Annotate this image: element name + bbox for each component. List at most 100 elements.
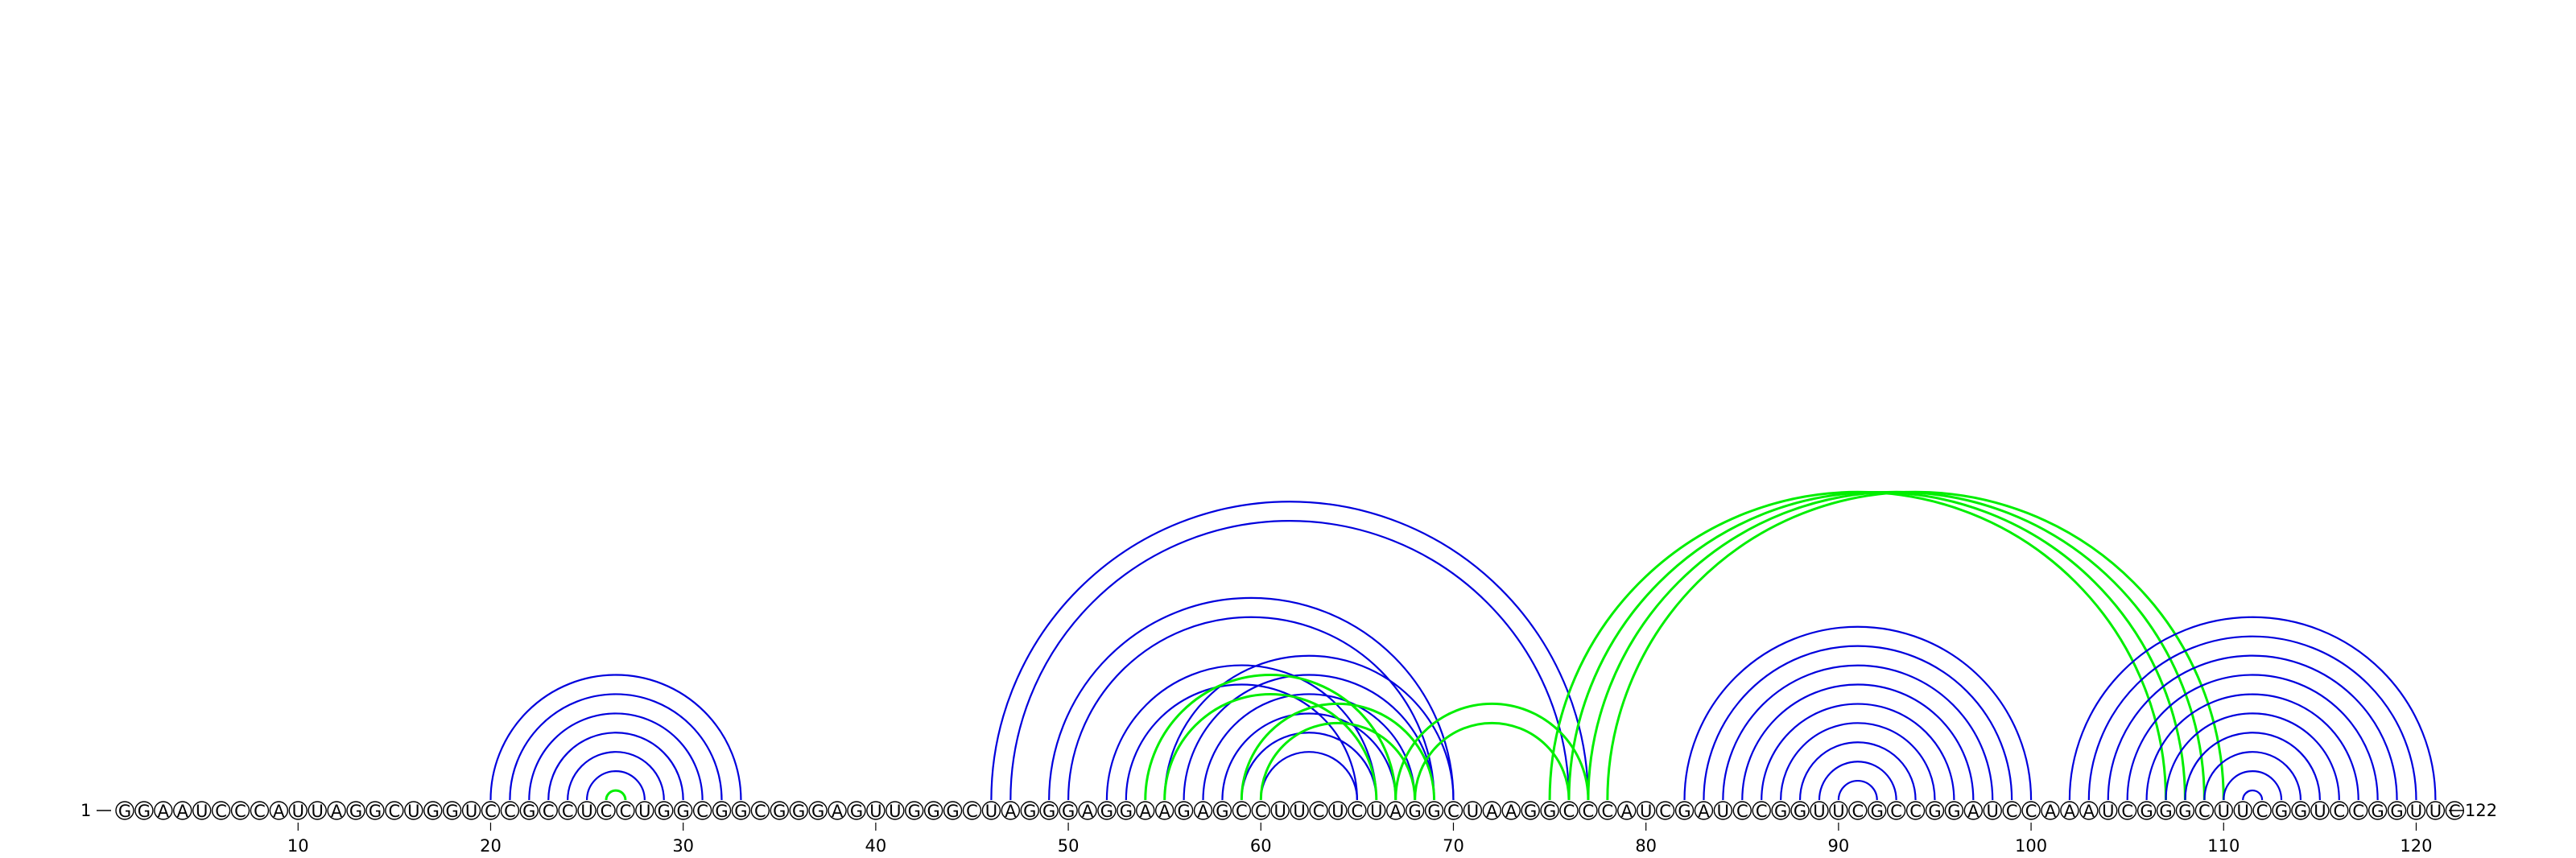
nucleotide-circle — [789, 801, 808, 820]
nucleotide-letter: C — [2198, 802, 2211, 821]
nucleotide-9: A — [269, 801, 289, 821]
base-pair-arc-55-66 — [1163, 692, 1378, 801]
nucleotide-circle — [2175, 801, 2195, 820]
nucleotide-letter: U — [1293, 802, 1305, 821]
nucleotide-81: C — [1655, 801, 1675, 821]
nucleotide-letter: U — [1370, 802, 1382, 821]
nucleotide-98: U — [1983, 801, 2002, 821]
base-pair-arc-23-30 — [547, 732, 684, 801]
nucleotide-letter: C — [1313, 802, 1325, 821]
base-pair-arc-85-97 — [1741, 683, 1975, 801]
tick-label-10: 10 — [287, 836, 309, 856]
nucleotide-circle — [539, 801, 558, 820]
nucleotide-circle — [385, 801, 404, 820]
nucleotide-55: A — [1154, 801, 1174, 821]
nucleotide-102: A — [2060, 801, 2079, 821]
nucleotide-3: A — [154, 801, 173, 821]
nucleotide-circle — [2330, 801, 2349, 820]
nucleotide-circle — [1424, 801, 1444, 820]
nucleotide-56: G — [1174, 801, 1194, 821]
nucleotide-95: G — [1925, 801, 1945, 821]
nucleotide-72: A — [1482, 801, 1502, 821]
nucleotide-letter: G — [792, 802, 805, 821]
nucleotide-44: G — [943, 801, 963, 821]
nucleotide-circle — [558, 801, 577, 820]
nucleotide-2: G — [134, 801, 154, 821]
nucleotide-22: G — [519, 801, 539, 821]
nucleotide-108: G — [2175, 801, 2195, 821]
nucleotide-letter: A — [1197, 802, 1209, 821]
nucleotide-letter: U — [465, 802, 477, 821]
nucleotide-86: C — [1752, 801, 1771, 821]
nucleotide-letter: G — [445, 802, 458, 821]
nucleotide-32: G — [712, 801, 732, 821]
nucleotide-circle — [1212, 801, 1232, 820]
base-pair-arc-60-68 — [1259, 721, 1417, 801]
nucleotide-122: C — [2445, 801, 2465, 821]
base-pair-arc-50-69 — [1067, 616, 1435, 801]
base-pair-arc-111-112 — [2242, 789, 2264, 801]
nucleotide-39: G — [847, 801, 866, 821]
tick-label-30: 30 — [672, 836, 694, 856]
nucleotide-115: U — [2310, 801, 2330, 821]
nucleotide-letter: U — [1274, 802, 1286, 821]
nucleotide-27: C — [616, 801, 635, 821]
nucleotide-circle — [404, 801, 423, 820]
nucleotide-letter: C — [2006, 802, 2018, 821]
nucleotide-circle — [654, 801, 674, 820]
base-pair-arc-109-114 — [2203, 751, 2302, 801]
nucleotide-circle — [1790, 801, 1810, 820]
nucleotide-letter: G — [1794, 802, 1806, 821]
base-pair-arc-59-69 — [1240, 702, 1436, 801]
nucleotide-circle — [2156, 801, 2176, 820]
nucleotide-letter: C — [1255, 802, 1267, 821]
nucleotide-letter: G — [1524, 802, 1537, 821]
base-pair-arc-56-69 — [1183, 674, 1435, 801]
nucleotide-circle — [154, 801, 173, 820]
nucleotide-letter: G — [427, 802, 440, 821]
nucleotide-letter: A — [2045, 802, 2057, 821]
nucleotide-80: U — [1636, 801, 1656, 821]
nucleotide-120: U — [2406, 801, 2426, 821]
nucleotide-94: C — [1905, 801, 1926, 821]
base-pair-arc-84-98 — [1722, 664, 1994, 801]
nucleotide-circle — [2136, 801, 2157, 820]
nucleotide-20: C — [481, 801, 501, 821]
nucleotide-circle — [1579, 801, 1598, 820]
nucleotide-63: C — [1309, 801, 1328, 821]
nucleotide-23: C — [539, 801, 558, 821]
base-pair-arc-108-115 — [2184, 732, 2321, 801]
nucleotide-93: C — [1886, 801, 1906, 821]
nucleotide-letter: U — [292, 802, 304, 821]
nucleotide-61: U — [1270, 801, 1290, 821]
base-pair-arc-68-76 — [1414, 721, 1571, 801]
nucleotide-89: U — [1810, 801, 1829, 821]
nucleotide-circle — [1078, 801, 1097, 820]
nucleotide-1: G — [115, 801, 134, 821]
nucleotide-letter: A — [1082, 802, 1094, 821]
nucleotide-104: U — [2099, 801, 2118, 821]
nucleotide-circle — [1963, 801, 1984, 820]
nucleotide-circle — [442, 801, 462, 820]
nucleotide-circle — [519, 801, 539, 820]
nucleotide-letter: G — [1543, 802, 1556, 821]
nucleotide-73: A — [1501, 801, 1521, 821]
base-pair-arc-53-65 — [1125, 683, 1358, 801]
nucleotide-circle — [847, 801, 866, 820]
nucleotide-circle — [2252, 801, 2272, 820]
nucleotide-letter: C — [620, 802, 632, 821]
nucleotide-letter: U — [580, 802, 592, 821]
nucleotide-letter: C — [2449, 802, 2461, 821]
tick-label-60: 60 — [1250, 836, 1272, 856]
nucleotide-circle — [423, 801, 443, 820]
base-pair-arc-58-67 — [1221, 712, 1397, 801]
position-axis: 10 20 30 40 50 60 70 80 90 100 110 120 — [287, 823, 2433, 856]
nucleotide-circle — [2272, 801, 2291, 820]
nucleotide-4: A — [173, 801, 192, 821]
nucleotide-8: C — [250, 801, 270, 821]
base-pair-arc-76-108 — [1567, 490, 2186, 801]
nucleotide-28: U — [635, 801, 654, 821]
nucleotide-letter: C — [254, 802, 266, 821]
nucleotide-circle — [461, 801, 481, 820]
nucleotide-letter: C — [1756, 802, 1768, 821]
